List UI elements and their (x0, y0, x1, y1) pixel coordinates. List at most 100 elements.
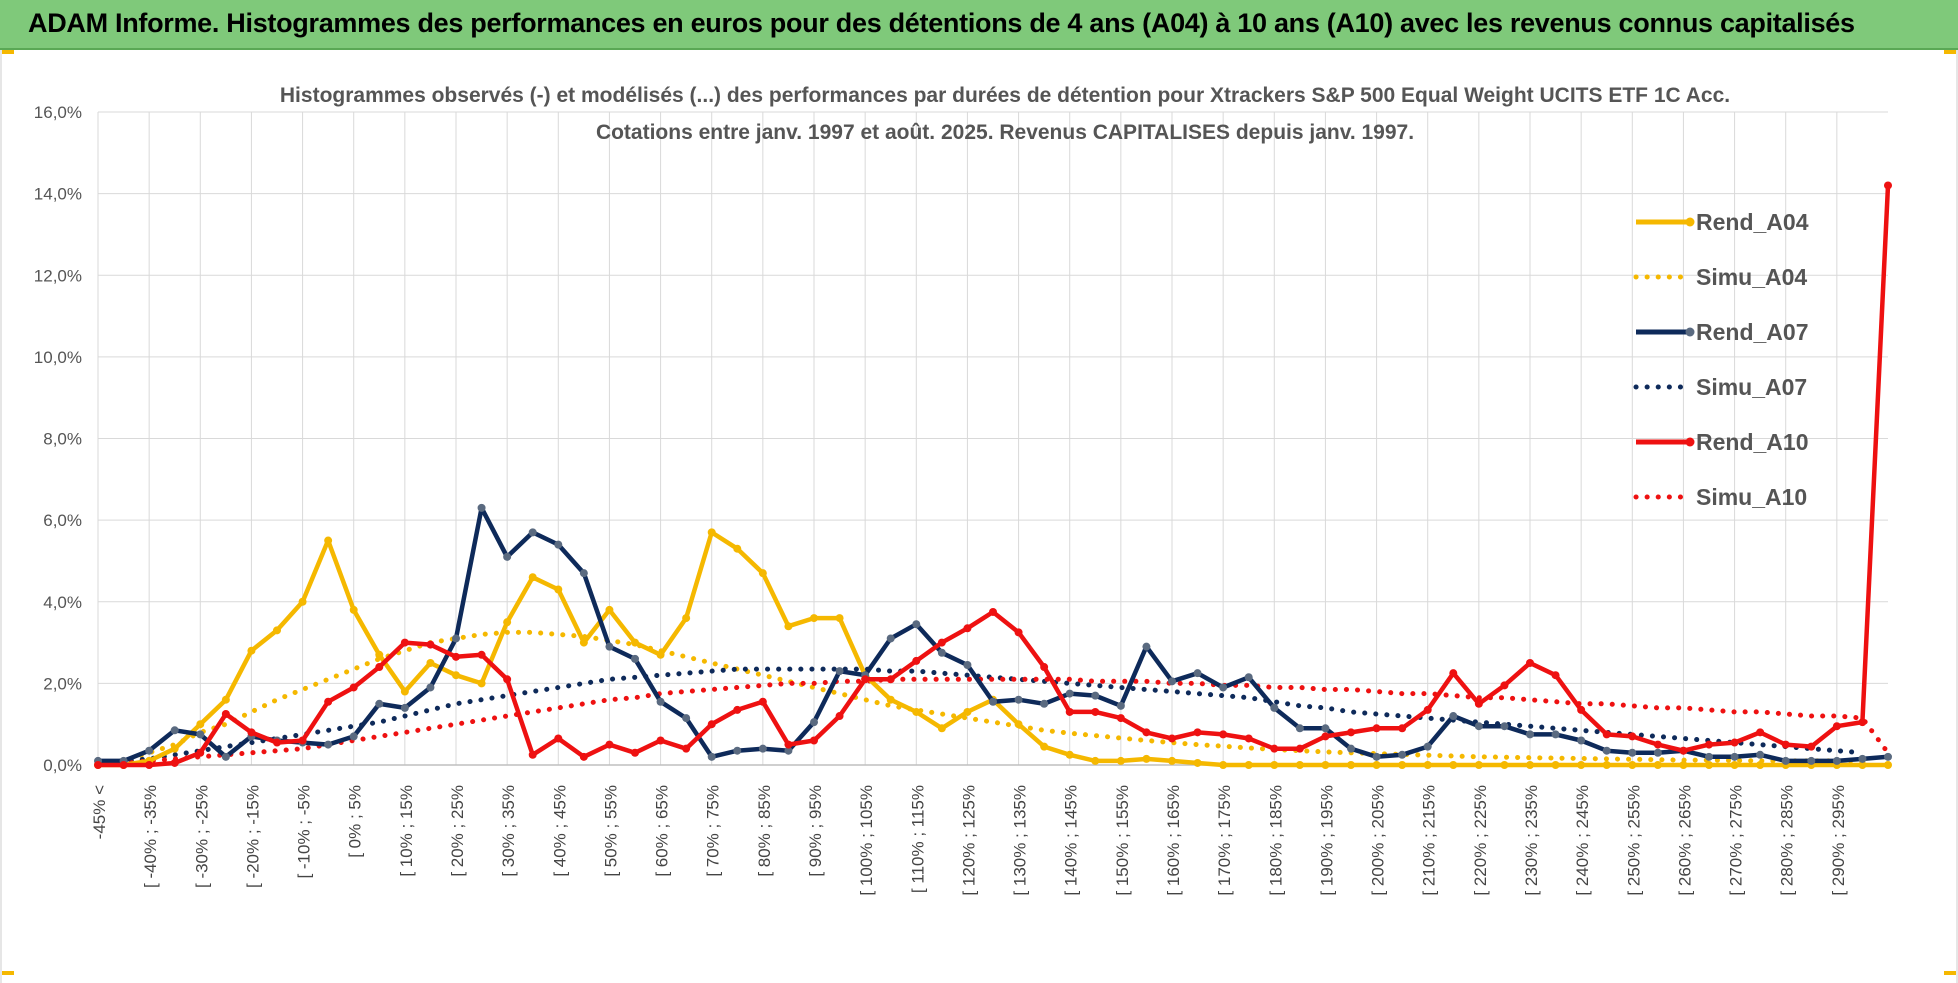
data-point (196, 748, 205, 757)
data-point (989, 607, 997, 616)
data-point (1219, 683, 1228, 692)
series-rend_a04 (94, 528, 1892, 769)
legend-item-rend_a04: Rend_A04 (1636, 209, 1809, 235)
data-point (1065, 689, 1074, 698)
data-point (1628, 748, 1637, 757)
data-point (94, 761, 102, 769)
data-point (1474, 761, 1483, 769)
data-point (656, 736, 665, 745)
x-tick-label: [ 110% ; 115% (908, 785, 927, 893)
x-tick-label: [ 250% ; 255% (1624, 785, 1643, 896)
data-point (682, 744, 691, 753)
data-point (835, 667, 844, 676)
y-tick-label: 12,0% (34, 266, 82, 285)
x-tick-label: [ 230% ; 235% (1522, 785, 1541, 896)
legend-marker (1685, 327, 1695, 337)
corner-accent-bottom-right (1944, 971, 1958, 975)
chart-title: Histogrammes observés (-) et modélisés (… (280, 84, 1730, 107)
data-point (1270, 744, 1279, 753)
data-point (631, 654, 639, 663)
data-point (1347, 761, 1355, 769)
data-point (1423, 761, 1432, 769)
data-point (631, 638, 639, 647)
data-point (221, 709, 230, 718)
data-point (1858, 718, 1867, 727)
data-point (426, 640, 435, 649)
legend-item-simu_a04: Simu_A04 (1633, 264, 1807, 290)
data-point (1526, 730, 1534, 739)
data-point (1551, 671, 1560, 680)
y-tick-label: 16,0% (34, 103, 82, 122)
data-point (1884, 761, 1892, 769)
data-point (912, 707, 921, 716)
data-point (528, 528, 537, 537)
data-point (349, 605, 358, 614)
x-tick-label: [ 60% ; 65% (653, 785, 672, 877)
data-point (656, 650, 665, 659)
data-point (937, 724, 946, 733)
data-point (963, 624, 972, 633)
data-point (1270, 761, 1279, 769)
legend-item-simu_a10: Simu_A10 (1633, 484, 1807, 510)
x-tick-label: [ 200% ; 205% (1369, 785, 1388, 896)
data-point (1423, 742, 1432, 751)
data-point (1832, 722, 1841, 731)
data-point (400, 687, 409, 696)
title-banner: ADAM Informe. Histogrammes des performan… (0, 0, 1958, 50)
x-tick-label: [ 190% ; 195% (1317, 785, 1336, 896)
data-point (247, 728, 256, 737)
data-point (912, 656, 921, 665)
data-point (810, 736, 818, 745)
x-tick-label: [ 210% ; 215% (1420, 785, 1439, 896)
x-tick-label: [ 80% ; 85% (755, 785, 774, 877)
data-point (784, 746, 793, 755)
data-point (1116, 756, 1125, 765)
data-point (1168, 756, 1176, 765)
data-point (579, 752, 588, 761)
data-point (605, 642, 614, 651)
data-point (886, 675, 895, 684)
series-group (94, 181, 1892, 769)
data-point (605, 740, 614, 749)
x-tick-label: [ 140% ; 145% (1062, 785, 1081, 896)
data-point (1372, 752, 1381, 761)
data-point (477, 650, 486, 659)
legend: Rend_A04 Simu_A04 Rend_A07 Simu_A07 Rend_A10… (1633, 209, 1809, 510)
data-point (1756, 750, 1765, 759)
data-point (1807, 756, 1816, 765)
data-point (682, 614, 691, 623)
x-tick-label: [ 0% ; 5% (346, 785, 365, 858)
data-point (349, 683, 358, 692)
data-point (784, 740, 793, 749)
data-point (1730, 761, 1739, 769)
data-point (196, 720, 205, 729)
data-point (1219, 761, 1228, 769)
data-point (375, 650, 384, 659)
data-point (528, 750, 537, 759)
data-point (886, 695, 895, 704)
data-point (554, 540, 563, 549)
data-point (810, 718, 818, 727)
data-point (707, 528, 716, 537)
data-point (1142, 728, 1151, 737)
data-point (1321, 724, 1330, 733)
data-point (1807, 742, 1816, 751)
data-point (452, 671, 460, 680)
data-point (324, 536, 333, 545)
data-point (554, 585, 563, 594)
legend-marker (1685, 217, 1695, 227)
series-line (95, 666, 1865, 766)
x-tick-label: [ 120% ; 125% (959, 785, 978, 896)
series-rend_a10 (94, 181, 1892, 769)
data-point (1781, 740, 1790, 749)
data-point (1577, 761, 1586, 769)
data-point (1244, 673, 1253, 682)
data-point (707, 720, 716, 729)
data-point (1449, 761, 1458, 769)
data-point (145, 746, 154, 755)
data-point (324, 740, 333, 749)
x-tick-label: [ 10% ; 15% (397, 785, 416, 877)
data-point (1193, 758, 1202, 767)
data-point (1628, 761, 1637, 769)
